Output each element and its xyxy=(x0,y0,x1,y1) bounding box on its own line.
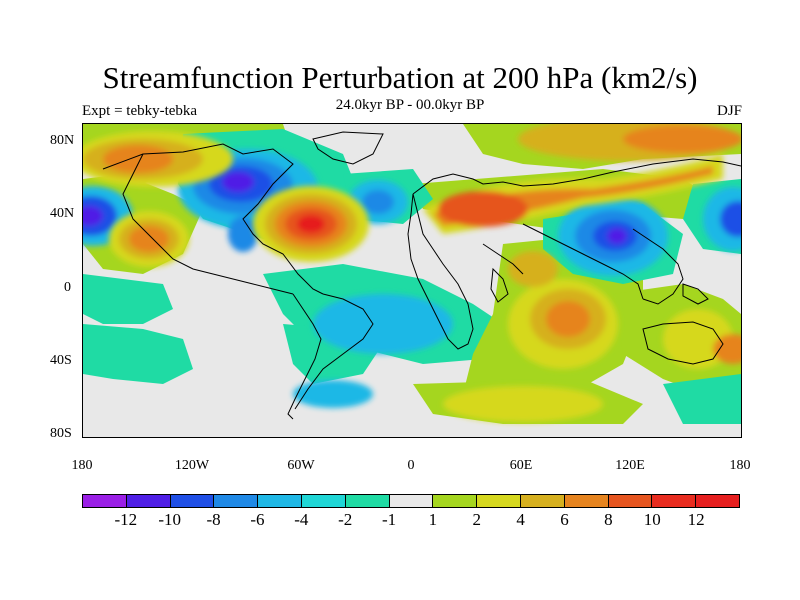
period-label: 24.0kyr BP - 00.0kyr BP xyxy=(335,97,485,113)
colorbar-label: -1 xyxy=(381,510,397,529)
lon-label-60e: 60E xyxy=(509,458,533,473)
colorbar-label: 4 xyxy=(516,510,525,529)
colorbar-label: 8 xyxy=(604,510,613,529)
colorbar-box xyxy=(126,495,171,507)
lat-label-0: 0 xyxy=(64,280,71,295)
lon-label-0: 0 xyxy=(407,458,415,473)
colorbar-label: 12 xyxy=(687,510,705,529)
coastlines xyxy=(102,131,741,420)
lon-label-120e: 120E xyxy=(615,458,645,473)
lon-label-180w: 180 xyxy=(71,458,93,473)
colorbar-box xyxy=(520,495,565,507)
experiment-label: Expt = tebky-tebka xyxy=(82,103,198,119)
colorbar-label: -12 xyxy=(114,510,138,529)
colorbar-box xyxy=(564,495,609,507)
colorbar-box xyxy=(170,495,215,507)
colorbar-box xyxy=(83,495,127,507)
colorbar-box xyxy=(301,495,346,507)
colorbar-box xyxy=(433,495,478,507)
map-title: Streamfunction Perturbation at 200 hPa (… xyxy=(102,60,698,95)
colorbar-label: -4 xyxy=(294,510,309,529)
colorbar-label: -6 xyxy=(250,510,265,529)
colorbar-label: 1 xyxy=(428,510,438,529)
lat-label-40s: 40S xyxy=(50,353,72,368)
colorbar-box xyxy=(389,495,434,507)
colorbar-box xyxy=(696,495,739,507)
colorbar-box xyxy=(608,495,653,507)
colorbar-box xyxy=(258,495,302,507)
lat-label-40n: 40N xyxy=(50,206,75,221)
colorbar-label: 6 xyxy=(560,510,569,529)
season-label: DJF xyxy=(716,103,742,119)
map-canvas xyxy=(83,124,741,437)
colorbar xyxy=(82,494,740,508)
colorbar-label: 10 xyxy=(643,510,661,529)
colorbar-box xyxy=(477,495,521,507)
lat-label-80s: 80S xyxy=(50,426,72,441)
colorbar-box xyxy=(345,495,390,507)
colorbar-box xyxy=(652,495,697,507)
lat-label-80n: 80N xyxy=(50,133,75,148)
lon-label-120w: 120W xyxy=(174,458,210,473)
colorbar-label: -8 xyxy=(206,510,221,529)
colorbar-label: -10 xyxy=(158,510,182,529)
colorbar-box xyxy=(214,495,259,507)
lon-label-180e: 180 xyxy=(729,458,751,473)
positive-contours xyxy=(83,124,741,422)
streamfunction-map xyxy=(82,123,742,438)
lon-label-60w: 60W xyxy=(287,458,315,473)
colorbar-label: -2 xyxy=(338,510,353,529)
colorbar-label: 2 xyxy=(472,510,482,529)
